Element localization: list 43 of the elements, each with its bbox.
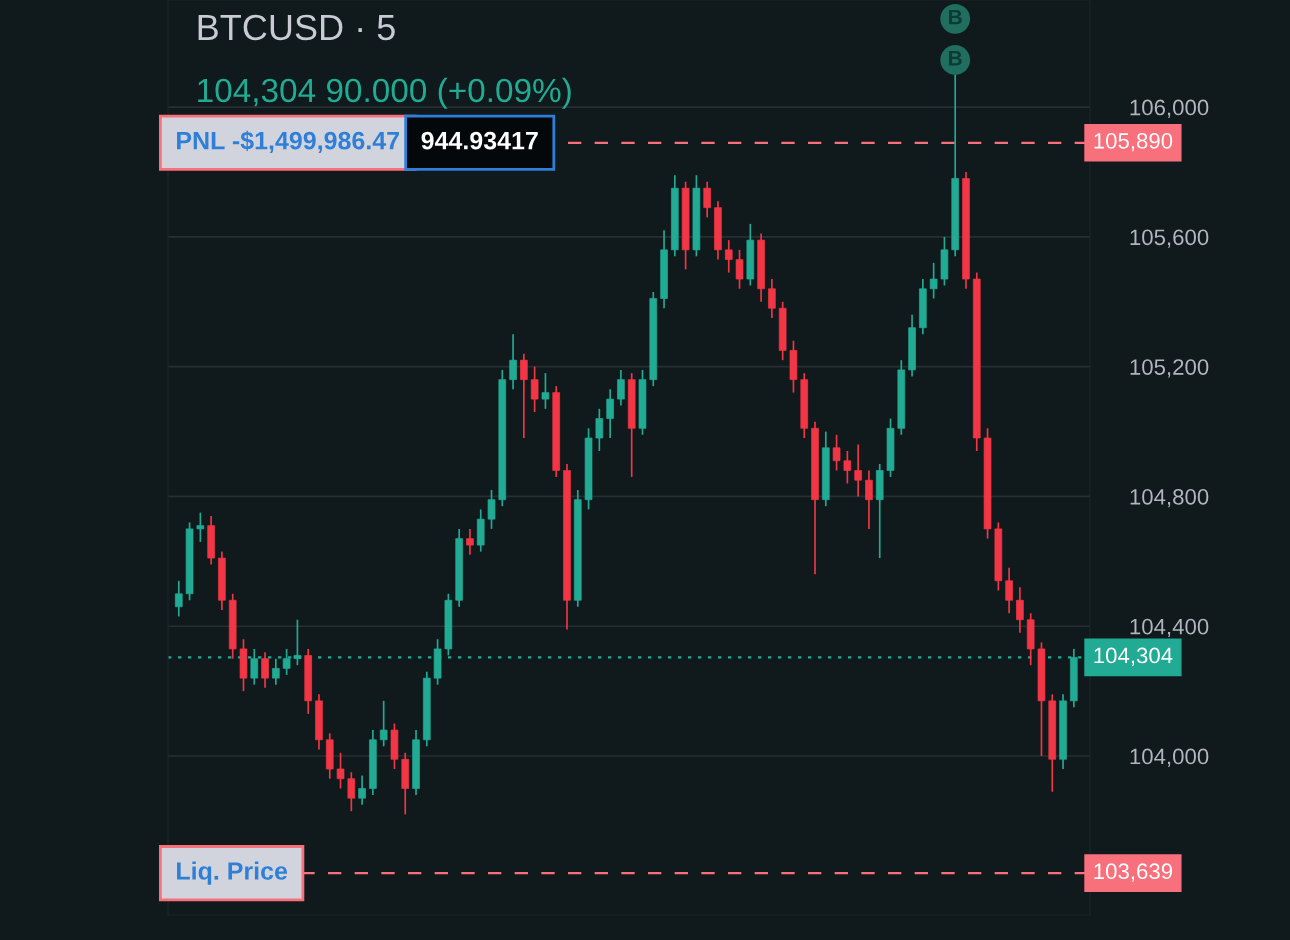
candlestick <box>293 618 302 666</box>
text: 104,304 90.000 (+0.09%) <box>198 77 571 109</box>
candlestick <box>617 369 625 407</box>
y-tick-label: 105,200 <box>1130 359 1209 378</box>
candlestick <box>174 579 183 618</box>
annotation: PNL -$1,499,986.47 <box>177 130 399 154</box>
annotation: Liq. Price <box>177 861 288 885</box>
candlestick <box>530 365 539 413</box>
candlestick <box>703 180 711 219</box>
candlestick <box>854 443 862 498</box>
ref-line-label: 105,890 <box>1094 133 1173 152</box>
candlestick <box>358 774 366 806</box>
candlestick <box>595 407 604 452</box>
candlestick <box>768 278 776 319</box>
y-tick-label: 104,400 <box>1130 618 1209 638</box>
y-tick-label: 106,000 <box>1130 99 1209 118</box>
y-tick-label: 104,800 <box>1130 488 1209 508</box>
chart-title: BTCUSD · 5 <box>198 14 395 41</box>
candlestick <box>520 352 528 439</box>
annotation: 944.93417 <box>421 131 538 150</box>
y-tick-label: 105,600 <box>1130 229 1209 248</box>
candlestick <box>272 657 280 686</box>
candlestick <box>509 333 517 391</box>
candlestick <box>379 700 388 748</box>
candlestick <box>487 489 496 530</box>
candlestick <box>196 511 205 543</box>
candlestick <box>724 239 733 274</box>
candlestick <box>261 651 269 689</box>
candlestick <box>466 528 474 556</box>
candlestick <box>347 771 356 813</box>
candlestick <box>1016 586 1024 634</box>
ref-line-label: 103,639 <box>1094 863 1173 882</box>
candlestick <box>929 261 938 300</box>
candlestick <box>832 433 841 472</box>
candlestick <box>865 469 873 530</box>
candlestick <box>541 372 550 410</box>
candlestick <box>1005 566 1013 615</box>
candlestick <box>336 751 345 790</box>
y-tick-label: 104,000 <box>1130 748 1209 767</box>
ref-line-label: 104,304 <box>1094 647 1173 666</box>
candlestick <box>606 388 614 439</box>
candlestick <box>843 450 852 485</box>
candlestick <box>735 249 744 290</box>
